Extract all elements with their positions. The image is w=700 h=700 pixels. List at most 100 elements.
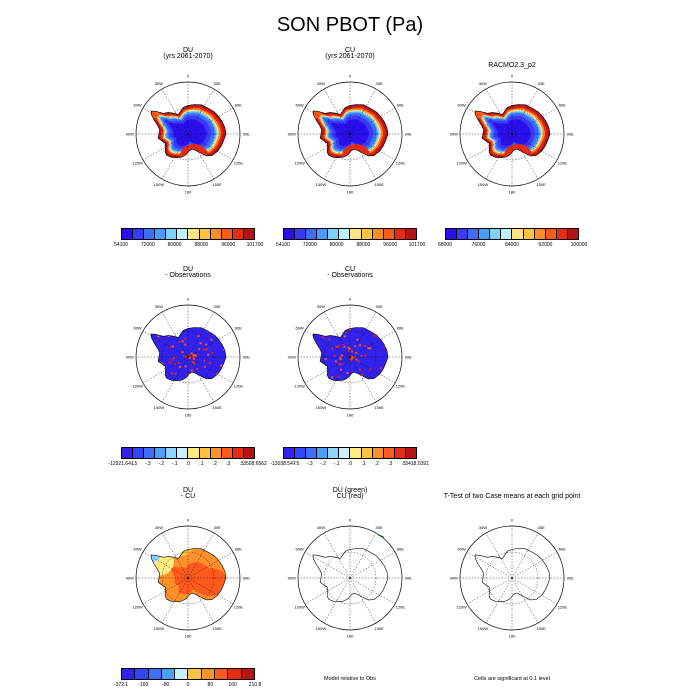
colorbar-swatch (177, 229, 189, 239)
lon-label: 180 (509, 190, 516, 195)
colorbar (121, 228, 255, 240)
anomaly-cell (205, 348, 208, 351)
anomaly-cell (199, 342, 202, 345)
meridian-line (349, 577, 396, 605)
colorbar-tick-label: -.2 (158, 461, 165, 467)
anomaly-cell (344, 330, 347, 333)
panel-title: CU (344, 266, 356, 273)
colorbar-tick-label: 101700 (408, 242, 426, 248)
colorbar-tick-label: 54100 (114, 242, 128, 248)
colorbar-swatch (144, 448, 156, 458)
colorbar-tick-label: -.3 (144, 461, 151, 467)
lon-label: 60E (397, 325, 404, 330)
lon-label: 180 (509, 634, 516, 639)
meridian-line (304, 551, 351, 579)
anomaly-cell (210, 338, 213, 341)
lon-label: 150E (212, 405, 222, 410)
anomaly-cell (331, 347, 334, 350)
lon-label: 120W (456, 605, 467, 610)
colorbar-tick-label: -.2 (320, 461, 327, 467)
meridian-line (304, 133, 351, 161)
colorbar-swatch (295, 448, 307, 458)
anomaly-cell (183, 355, 186, 358)
anomaly-cell (197, 383, 199, 385)
colorbar-tick-label: 84000 (505, 242, 519, 248)
lon-label: 120W (132, 161, 143, 166)
map-band (192, 568, 226, 596)
colorbar-swatch (188, 448, 200, 458)
lon-label: 0 (511, 517, 514, 522)
anomaly-cell (340, 363, 343, 366)
lon-label: 30W (479, 525, 487, 530)
lon-label: 90W (126, 576, 134, 581)
colorbar-tick-label: 80 (207, 682, 214, 688)
colorbar-swatch (328, 229, 340, 239)
meridian-line (485, 577, 513, 624)
anomaly-cell (351, 356, 354, 359)
lon-label: 120W (132, 384, 143, 389)
meridian-line (485, 532, 513, 579)
anomaly-cell (324, 358, 327, 361)
lon-label: 150E (212, 626, 222, 631)
colorbar-tick-label: 72000 (140, 242, 155, 248)
meridian-line (349, 577, 377, 624)
panel-subtitle: - Observations (327, 272, 373, 279)
colorbar-swatch (339, 448, 351, 458)
colorbar-tick-label: 92000 (538, 242, 553, 248)
meridian-line (349, 532, 377, 579)
panel-title: T-Test of two Case means at each grid po… (443, 493, 581, 500)
colorbar (121, 447, 255, 459)
latitude-circle (323, 551, 377, 605)
lon-label: 90E (243, 132, 250, 137)
anomaly-cell (203, 359, 206, 362)
colorbar-tick-label: -.5 (293, 461, 300, 467)
meridian-line (187, 311, 215, 358)
colorbar-swatch (155, 229, 167, 239)
anomaly-cell (168, 361, 171, 364)
meridian-line (161, 88, 189, 135)
map-boundary (297, 81, 403, 187)
meridian-line (187, 356, 234, 384)
anomaly-cell (181, 340, 184, 343)
meridian-line (511, 532, 539, 579)
colorbar-tick-label: .3 (388, 461, 393, 467)
colorbar-swatch (122, 669, 136, 679)
meridian-line (349, 356, 377, 403)
meridian-line (349, 88, 377, 135)
lon-label: 30E (538, 525, 545, 530)
colorbar-swatch (545, 229, 557, 239)
lon-label: 90W (450, 576, 458, 581)
meridian-line (142, 330, 189, 358)
meridian-line (142, 577, 189, 605)
colorbar-tick-label: 68000 (438, 242, 452, 248)
anomaly-cell (348, 323, 350, 325)
colorbar-swatch (161, 669, 176, 679)
anomaly-cell (367, 347, 370, 350)
colorbar-tick-label: .2 (212, 461, 217, 467)
colorbar-swatch (490, 229, 502, 239)
anomaly-cell (337, 345, 340, 348)
lon-label: 0 (349, 517, 352, 522)
colorbar-swatch (523, 229, 535, 239)
anomaly-cell (343, 335, 346, 338)
lon-label: 120E (234, 384, 244, 389)
meridian-line (323, 88, 351, 135)
latitude-circle (485, 551, 539, 605)
meridian-line (304, 577, 351, 605)
colorbar-tick-label: 210.8 (248, 682, 262, 688)
lon-label: 30W (479, 81, 487, 86)
panel-subtitle: - CU (180, 493, 196, 500)
anomaly-cell (179, 366, 182, 368)
panel-note: Cells are significant at 0.1 level (474, 676, 550, 682)
colorbar-swatch (328, 448, 340, 458)
anomaly-cell (340, 368, 343, 371)
meridian-line (323, 133, 351, 180)
lon-label: 60W (133, 102, 141, 107)
lon-label: 120W (132, 605, 143, 610)
panel-subtitle: (yrs 2061-2070) (325, 53, 375, 60)
lon-label: 30W (317, 304, 325, 309)
lon-label: 90W (126, 355, 134, 360)
anomaly-cell (334, 323, 336, 325)
colorbar-swatch (241, 669, 254, 679)
anomaly-cell (351, 350, 354, 353)
